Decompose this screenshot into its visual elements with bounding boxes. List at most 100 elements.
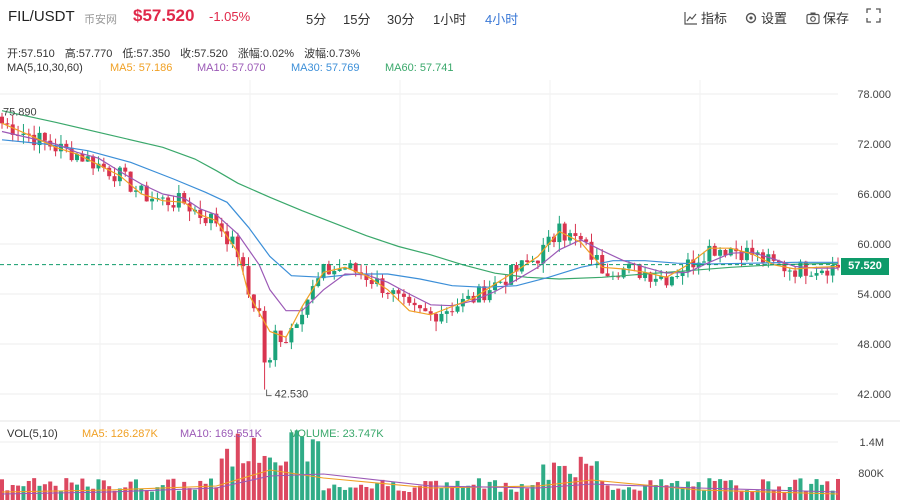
candle-body (739, 251, 744, 261)
candle-body (744, 247, 749, 261)
candle-body (503, 281, 508, 285)
ma10-line (1, 130, 838, 312)
interval-1h[interactable]: 1小时 (433, 12, 467, 27)
volume-bar (707, 478, 712, 500)
candle-body (401, 293, 406, 297)
candle-body (257, 308, 262, 311)
volume-bar (310, 439, 315, 500)
candle-body (541, 244, 546, 264)
volume-bar (466, 485, 471, 500)
price-tick-label: 72.000 (857, 139, 891, 151)
volume-bar (444, 482, 449, 500)
candle-body (723, 249, 728, 256)
volume-bar (187, 488, 192, 500)
interval-15m[interactable]: 15分 (343, 12, 371, 27)
volume-bar (85, 486, 90, 500)
volume-bar (830, 490, 835, 500)
candle-body (305, 299, 310, 315)
candle-body (407, 296, 412, 303)
volume-bar (10, 485, 15, 500)
price-tick-label: 60.000 (857, 239, 891, 251)
volume-bar (669, 483, 674, 500)
candle-body (21, 133, 26, 135)
volume-bar (718, 479, 723, 500)
candle-body (760, 252, 765, 263)
volume-bar (139, 488, 144, 500)
current-price-tag: 57.520 (841, 258, 889, 275)
candle-body (712, 245, 717, 256)
volume-bar (728, 480, 733, 500)
indicators-label: 指标 (701, 11, 728, 26)
volume-bar (192, 489, 197, 500)
ma5-line (1, 122, 839, 339)
candle-body (246, 266, 251, 295)
volume-bar (289, 432, 294, 500)
volume-bar (503, 482, 508, 500)
candle-body (332, 270, 337, 275)
candle-body (482, 286, 487, 301)
volume-bar (209, 478, 213, 500)
change-value: 涨幅:0.02% (237, 48, 295, 60)
volume-bar (568, 473, 573, 500)
vol-title: VOL(5,10) (7, 428, 58, 440)
volume-bar (284, 461, 289, 500)
candle-body (144, 185, 149, 202)
volume-bar (262, 455, 267, 500)
volume-bar (450, 486, 455, 500)
candle-body (230, 236, 235, 245)
candle-body (514, 265, 519, 272)
volume-bar (643, 484, 648, 500)
volume-bar (396, 490, 401, 500)
volume-bars (0, 430, 840, 500)
volume-bar (5, 490, 10, 500)
fullscreen-button[interactable] (866, 8, 881, 23)
volume-bar (589, 465, 594, 500)
volume-bar (123, 487, 128, 500)
interval-30m[interactable]: 30分 (387, 12, 415, 27)
exchange-name: 币安网 (84, 14, 117, 26)
vol-ma5-line (1, 469, 839, 495)
volume-bar (144, 490, 149, 500)
volume-bar (455, 480, 460, 500)
save-label: 保存 (823, 11, 850, 26)
candle-body (675, 276, 680, 278)
interval-5m[interactable]: 5分 (306, 12, 327, 27)
volume-tick-label: 1.4M (860, 437, 884, 449)
candle-body (578, 236, 583, 240)
candle-body (530, 260, 535, 262)
volume-bar (26, 480, 31, 500)
candle-body (267, 360, 272, 363)
candle-body (375, 278, 380, 285)
volume-bar (251, 437, 256, 500)
volume-bar (541, 464, 546, 500)
volume-bar (584, 463, 589, 500)
candle-body (525, 260, 530, 262)
candle-body (75, 154, 80, 161)
candle-body (434, 313, 439, 322)
indicators-button[interactable]: 指标 (684, 8, 727, 27)
candle-body (133, 190, 138, 192)
candles (0, 112, 840, 390)
volume-bar (487, 481, 492, 500)
candle-body (316, 278, 321, 287)
volume-bar (375, 483, 380, 500)
candle-body (546, 236, 551, 245)
candle-body (669, 276, 674, 286)
candle-body (337, 268, 342, 271)
trading-pair[interactable]: FIL/USDT (8, 8, 75, 25)
volume-tick-label: 800K (858, 468, 884, 480)
volume-bar (771, 490, 776, 500)
save-button[interactable]: 保存 (806, 8, 849, 27)
interval-4h[interactable]: 4小时 (485, 12, 519, 27)
candle-body (32, 134, 37, 146)
candle-body (171, 205, 176, 208)
candle-body (58, 143, 63, 152)
candle-body (621, 268, 626, 278)
candle-body (696, 262, 701, 268)
volume-bar (755, 490, 760, 500)
ma30-line (1, 139, 838, 288)
volume-bar (364, 486, 369, 500)
settings-button[interactable]: 设置 (744, 8, 787, 27)
candle-body (198, 209, 203, 218)
